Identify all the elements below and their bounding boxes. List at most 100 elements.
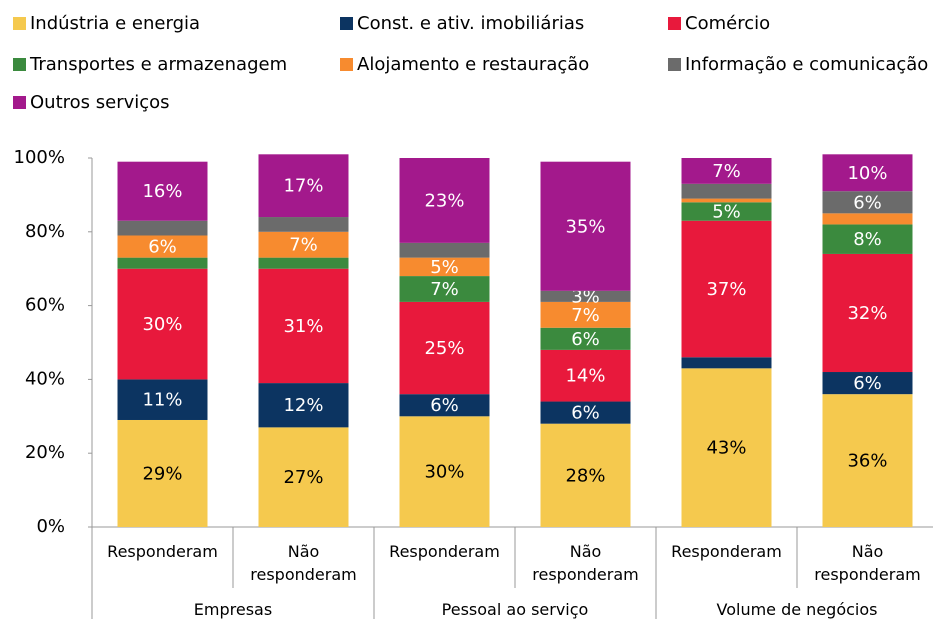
y-tick-label: 80%	[25, 221, 65, 242]
value-label: 30%	[142, 314, 182, 335]
legend-swatch	[668, 58, 681, 71]
y-tick-label: 100%	[14, 147, 65, 168]
value-label: 35%	[565, 216, 605, 237]
x-tick-label: Não responderam	[250, 542, 357, 584]
bar-segment	[399, 158, 490, 243]
legend-swatch	[13, 96, 26, 109]
value-label: 5%	[430, 257, 459, 278]
value-label: 25%	[424, 338, 464, 359]
value-label: 6%	[853, 373, 882, 394]
bar-segment	[117, 220, 208, 236]
value-label: 27%	[283, 467, 323, 488]
legend-swatch	[13, 58, 26, 71]
bar-segment	[822, 191, 913, 214]
group-label: Empresas	[193, 600, 273, 619]
value-label: 11%	[142, 390, 182, 411]
bar-segment	[681, 158, 772, 184]
value-label: 37%	[706, 279, 746, 300]
legend-label: Outros serviços	[30, 92, 170, 113]
bar-segment	[822, 372, 913, 395]
value-label: 6%	[571, 403, 600, 424]
value-label: 5%	[712, 202, 741, 223]
bar-segment	[540, 161, 631, 291]
legend-label: Indústria e energia	[30, 13, 201, 34]
legend-label: Const. e ativ. imobiliárias	[357, 13, 585, 34]
x-tick-label: Não responderam	[532, 542, 639, 584]
legend-item: Informação e comunicação	[668, 54, 928, 75]
legend-label: Transportes e armazenagem	[30, 54, 288, 75]
bar-segment	[117, 419, 208, 527]
bar-segment	[258, 231, 349, 258]
bar-segment	[822, 154, 913, 192]
value-label: 6%	[430, 395, 459, 416]
legend-label: Informação e comunicação	[685, 54, 929, 75]
value-label: 3%	[571, 286, 600, 307]
x-tick-label: Responderam	[389, 542, 500, 561]
bar-segment	[822, 224, 913, 254]
bar-segment	[681, 368, 772, 527]
value-label: 29%	[142, 463, 182, 484]
bar-segment	[399, 301, 490, 395]
bar-segment	[258, 268, 349, 384]
group-label: Volume de negócios	[716, 600, 878, 619]
legend-item: Indústria e energia	[13, 13, 200, 34]
bar-segment	[540, 401, 631, 424]
bar-segment	[822, 253, 913, 373]
bar-segment	[681, 183, 772, 199]
x-tick-label: Responderam	[107, 542, 218, 561]
bar-segment	[258, 217, 349, 232]
legend-item: Const. e ativ. imobiliárias	[340, 13, 584, 34]
x-tick-label: Não responderam	[814, 542, 921, 584]
bar-segment	[540, 290, 631, 302]
legend-label: Alojamento e restauração	[357, 54, 590, 75]
y-tick-label: 20%	[25, 442, 65, 463]
bar-segment	[399, 242, 490, 258]
value-label: 10%	[847, 163, 887, 184]
bar-segment	[117, 257, 208, 269]
legend-item: Outros serviços	[13, 92, 170, 113]
legend-swatch	[668, 17, 681, 30]
bar-segment	[540, 327, 631, 350]
value-label: 7%	[289, 235, 318, 256]
bar-segment	[399, 394, 490, 417]
bar-segment	[822, 394, 913, 527]
bar-segment	[399, 257, 490, 277]
group-label: Pessoal ao serviço	[441, 600, 589, 619]
legend-item: Comércio	[668, 13, 770, 34]
value-label: 17%	[283, 176, 323, 197]
legend-item: Alojamento e restauração	[340, 54, 589, 75]
value-label: 31%	[283, 316, 323, 337]
value-label: 6%	[571, 329, 600, 350]
value-label: 7%	[430, 279, 459, 300]
bar-segment	[681, 202, 772, 221]
x-tick-label: Responderam	[671, 542, 782, 561]
legend-swatch	[340, 58, 353, 71]
bar-segment	[681, 220, 772, 358]
bar-segment	[117, 379, 208, 420]
value-label: 6%	[853, 192, 882, 213]
value-label: 12%	[283, 395, 323, 416]
bar-segment	[117, 161, 208, 221]
legend-swatch	[340, 17, 353, 30]
value-label: 30%	[424, 462, 464, 483]
bar-segment	[399, 416, 490, 527]
value-label: 36%	[847, 451, 887, 472]
bar-segment	[117, 235, 208, 258]
y-tick-label: 60%	[25, 295, 65, 316]
value-label: 7%	[571, 305, 600, 326]
y-tick-label: 40%	[25, 368, 65, 389]
legend-label: Comércio	[685, 13, 771, 34]
value-label: 32%	[847, 303, 887, 324]
value-label: 6%	[148, 237, 177, 258]
value-label: 14%	[565, 366, 605, 387]
value-label: 43%	[706, 438, 746, 459]
value-label: 8%	[853, 229, 882, 250]
bar-segment	[822, 213, 913, 225]
bar-segment	[540, 349, 631, 402]
value-label: 7%	[712, 161, 741, 182]
value-label: 16%	[142, 181, 182, 202]
bar-segment	[540, 301, 631, 328]
bar-segment	[258, 383, 349, 428]
